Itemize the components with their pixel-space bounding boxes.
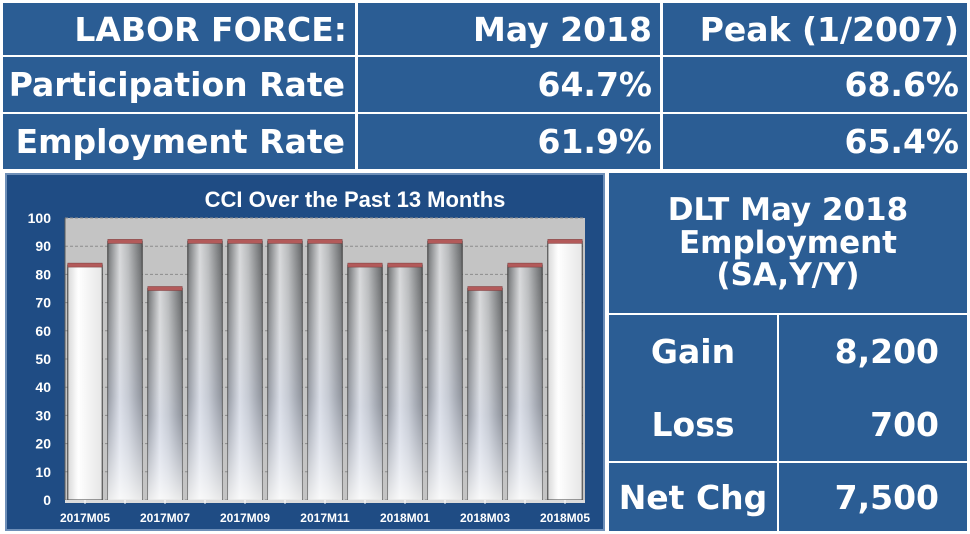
y-tick-label: 80 — [35, 266, 51, 282]
bar-cap — [427, 239, 463, 244]
x-tick-label: 2018M01 — [380, 511, 430, 525]
bar-cap — [67, 262, 103, 268]
y-tick-label: 0 — [43, 492, 51, 508]
bar-shade — [107, 241, 143, 500]
labor-force-header: LABOR FORCE: — [3, 3, 355, 55]
x-tick-label: 2017M09 — [220, 511, 270, 525]
bar-cap — [227, 239, 263, 244]
y-tick-label: 100 — [28, 210, 52, 226]
participation-rate-peak: 68.6% — [663, 57, 967, 112]
y-tick-label: 40 — [35, 379, 51, 395]
loss-value: 700 — [870, 405, 939, 444]
loss-label: Loss — [651, 405, 735, 444]
bar-shade — [147, 288, 183, 500]
bar-shade — [227, 241, 263, 500]
bar-shade — [427, 241, 463, 500]
dlt-title-line-3: (SA,Y/Y) — [716, 257, 860, 294]
bar-cap — [307, 239, 343, 244]
participation-rate-current: 64.7% — [358, 57, 660, 112]
bar-cap — [267, 239, 303, 244]
bar-shade — [187, 241, 223, 500]
x-tick-label: 2017M05 — [60, 511, 110, 525]
bar-cap — [547, 239, 583, 244]
bar-shade — [507, 265, 543, 500]
bar-2017M05 — [67, 264, 103, 501]
bar-cap — [347, 262, 383, 268]
bar-cap — [107, 239, 143, 244]
bar-2018M05 — [547, 240, 583, 501]
employment-rate-label: Employment Rate — [3, 114, 355, 169]
y-tick-label: 90 — [35, 238, 51, 254]
y-tick-label: 30 — [35, 407, 51, 423]
bar-shade — [307, 241, 343, 500]
bar-shade — [467, 288, 503, 500]
x-tick-label: 2017M07 — [140, 511, 190, 525]
bar-shade — [387, 265, 423, 500]
net-change-value: 7,500 — [779, 463, 967, 531]
bar-shade — [347, 265, 383, 500]
x-tick-label: 2017M11 — [300, 511, 350, 525]
column-header-peak: Peak (1/2007) — [663, 3, 967, 55]
gain-value: 8,200 700 — [779, 315, 967, 461]
y-tick-label: 70 — [35, 295, 51, 311]
bar-cap — [387, 262, 423, 268]
cci-chart-panel: CCI Over the Past 13 Months 0 10 20 30 40 50 6… — [5, 173, 605, 531]
y-tick-label: 60 — [35, 323, 51, 339]
participation-rate-label: Participation Rate — [3, 57, 355, 112]
bar-cap — [147, 286, 183, 291]
bar-cap — [507, 262, 543, 268]
net-change-label: Net Chg — [609, 463, 777, 531]
bar-shade — [267, 241, 303, 500]
dlt-title-line-1: DLT May 2018 — [667, 192, 909, 229]
gain-label: Gain Loss — [609, 315, 777, 461]
x-tick-label: 2018M03 — [460, 511, 510, 525]
bar-cap — [187, 239, 223, 244]
dlt-title-line-2: Employment — [678, 224, 897, 261]
x-tick-label: 2018M05 — [540, 511, 590, 525]
chart-title: CCI Over the Past 13 Months — [205, 187, 506, 212]
cci-bar-chart: CCI Over the Past 13 Months 0 10 20 30 40 50 6… — [28, 187, 591, 525]
employment-rate-current: 61.9% — [358, 114, 660, 169]
y-tick-label: 20 — [35, 436, 51, 452]
employment-rate-peak: 65.4% — [663, 114, 967, 169]
y-tick-label: 10 — [35, 464, 51, 480]
dlt-employment-title: DLT May 2018 Employment (SA,Y/Y) — [609, 173, 967, 313]
y-tick-label: 50 — [35, 351, 51, 367]
bar-cap — [467, 286, 503, 291]
column-header-may-2018: May 2018 — [358, 3, 660, 55]
